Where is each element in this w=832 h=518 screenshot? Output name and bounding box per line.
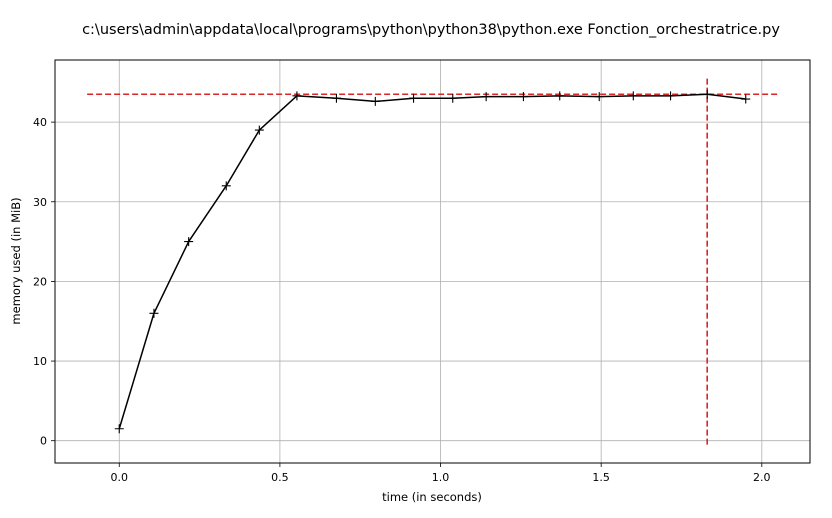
data-point-marker	[292, 91, 302, 101]
y-tick-label: 10	[33, 355, 47, 368]
memory-series	[114, 89, 751, 434]
data-point-marker	[594, 92, 604, 102]
x-tick-label: 1.0	[432, 471, 450, 484]
data-point-marker	[555, 91, 565, 101]
data-point-marker	[448, 93, 458, 103]
x-tick-label: 0.5	[271, 471, 289, 484]
x-tick-label: 2.0	[753, 471, 771, 484]
data-point-marker	[149, 308, 159, 318]
peak-reference-lines	[87, 76, 778, 445]
data-point-marker	[702, 89, 712, 99]
data-point-marker	[184, 237, 194, 247]
data-point-marker	[518, 92, 528, 102]
data-point-marker	[114, 424, 124, 434]
grid-lines	[55, 60, 810, 463]
plot-area-frame	[54, 59, 811, 464]
chart-title: c:\users\admin\appdata\local\programs\py…	[82, 22, 780, 38]
data-point-marker	[666, 91, 676, 101]
y-tick-label: 0	[40, 435, 47, 448]
y-tick-label: 40	[33, 116, 47, 129]
data-point-marker	[741, 94, 751, 104]
memory-usage-line	[118, 93, 746, 429]
data-point-marker	[331, 93, 341, 103]
data-point-marker	[254, 125, 264, 135]
y-tick-label: 20	[33, 275, 47, 288]
data-point-marker	[481, 92, 491, 102]
axis-ticks: 0.0 0.5 1.0 1.5 2.0 0 10 20 30 40	[33, 116, 771, 484]
x-tick-label: 1.5	[592, 471, 610, 484]
data-point-marker	[409, 93, 419, 103]
data-point-marker	[221, 181, 231, 191]
data-point-marker	[370, 96, 380, 106]
y-axis-label: memory used (in MiB)	[9, 197, 23, 324]
y-tick-label: 30	[33, 196, 47, 209]
x-axis-label: time (in seconds)	[382, 490, 482, 504]
x-tick-label: 0.0	[111, 471, 129, 484]
data-point-marker	[628, 91, 638, 101]
